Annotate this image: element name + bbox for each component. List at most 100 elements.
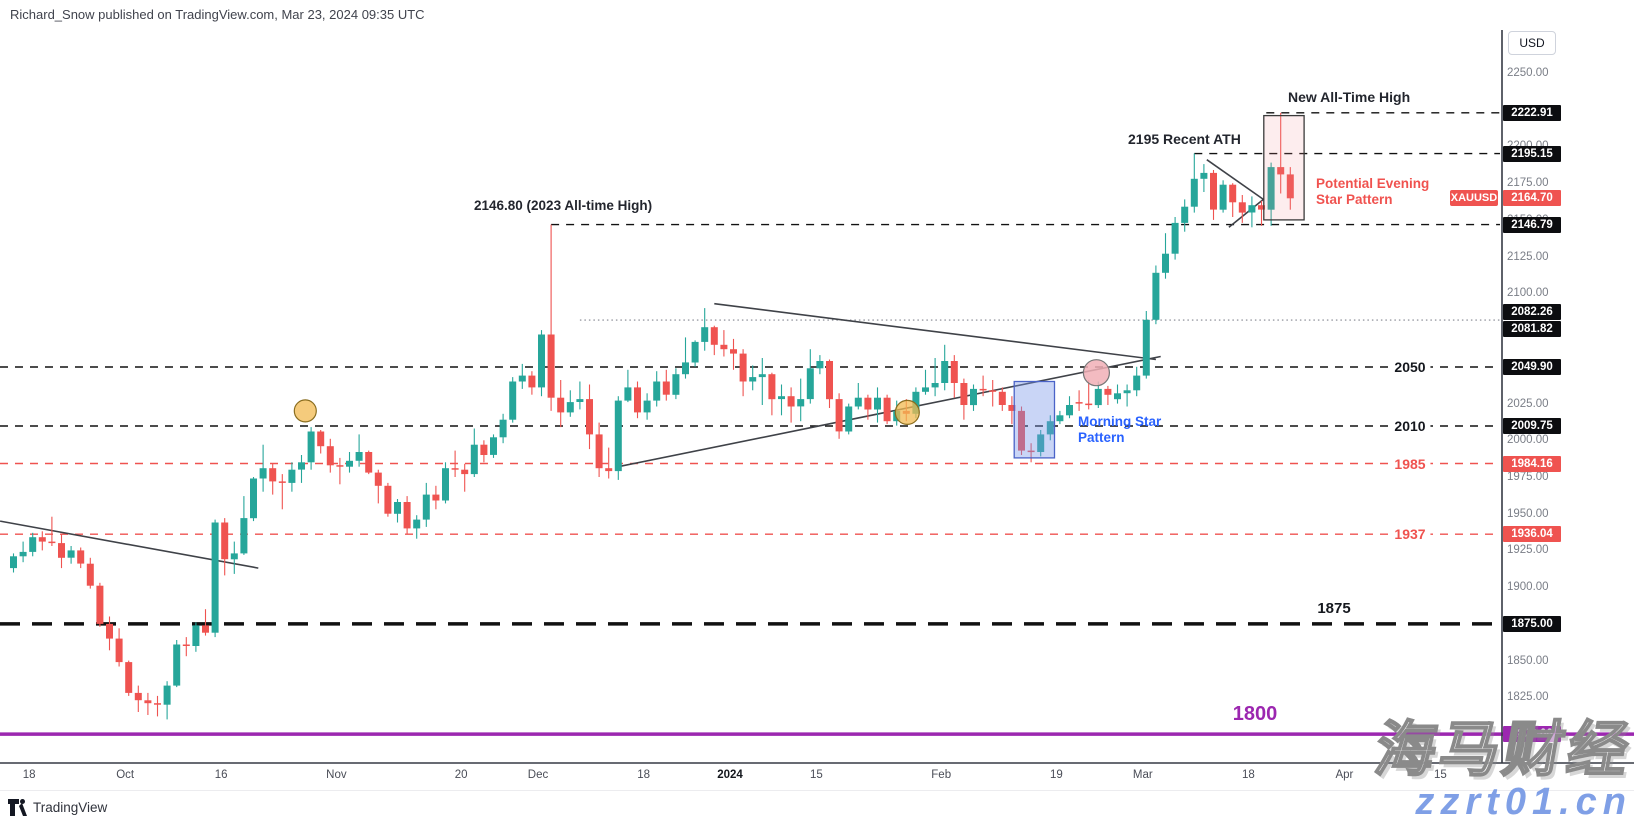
level-label-1937[interactable]: 1937 [1389, 525, 1431, 544]
september-downtrend-line[interactable] [0, 520, 259, 569]
candle [269, 463, 277, 495]
time-axis-tick: 15 [809, 769, 823, 781]
currency-button[interactable]: USD [1508, 31, 1556, 55]
level-label-2010[interactable]: 2010 [1389, 416, 1431, 435]
candle [211, 519, 219, 638]
candle [413, 515, 421, 539]
candle [1066, 396, 1073, 419]
candle [672, 368, 680, 400]
candle [864, 394, 872, 420]
support-touch-circle-2[interactable] [894, 399, 920, 425]
candle [739, 349, 747, 397]
candle [480, 440, 488, 463]
pennant-lower-line[interactable] [1228, 198, 1264, 228]
candle [288, 462, 296, 492]
time-axis-tick: Mar [1132, 769, 1153, 781]
candle [432, 485, 440, 510]
candle [595, 422, 603, 477]
candle [730, 338, 737, 370]
time-axis-tick: Apr [1335, 769, 1354, 781]
candle [566, 390, 574, 417]
price-axis-label: 2100.00 [1507, 287, 1549, 300]
candle [499, 413, 507, 444]
candle [10, 553, 17, 573]
candlestick-series [10, 112, 1294, 720]
candle [720, 330, 728, 357]
candle [461, 463, 469, 492]
candle [518, 363, 526, 389]
candle [960, 378, 968, 420]
pennant-upper-line[interactable] [1206, 159, 1264, 201]
candle [470, 428, 478, 477]
annotation-new-ath[interactable]: New All-Time High [1288, 89, 1411, 105]
candle [250, 477, 257, 522]
candle [1248, 196, 1256, 228]
candle [845, 403, 853, 435]
annotation-2023-ath[interactable]: 2146.80 (2023 All-time High) [474, 198, 653, 213]
time-axis-tick: 18 [1241, 769, 1255, 781]
time-axis-tick: 18 [22, 769, 36, 781]
time-axis-tick: 15 [1433, 769, 1447, 781]
candle [826, 359, 833, 408]
candle [989, 380, 997, 407]
price-axis-label: 1875.00 [1503, 615, 1561, 632]
time-axis-tick: Oct [116, 769, 135, 781]
price-axis-label: 2009.75 [1503, 417, 1561, 434]
candle [1152, 265, 1160, 325]
price-axis-label: 1850.00 [1507, 654, 1549, 667]
candle [662, 369, 670, 401]
price-axis-label: 1825.00 [1507, 691, 1549, 704]
candle [1075, 390, 1083, 411]
candle [221, 518, 229, 576]
tradingview-logo-icon [8, 799, 27, 816]
candle [307, 427, 315, 470]
candle [77, 547, 85, 569]
candle [384, 482, 392, 517]
evening-star-box[interactable] [1263, 114, 1305, 221]
candle [19, 541, 27, 563]
price-axis-label: 2125.00 [1507, 250, 1549, 263]
symbol-badge: XAUUSD [1450, 190, 1498, 206]
support-touch-circle-1[interactable] [293, 399, 317, 423]
tradingview-logo[interactable]: TradingView [8, 799, 107, 816]
triangle-upper-line[interactable] [714, 302, 1157, 361]
annotation-recent-ath[interactable]: 2195 Recent ATH [1128, 131, 1241, 147]
level-label-2050[interactable]: 2050 [1389, 357, 1431, 376]
candle [115, 628, 123, 667]
candle [144, 692, 152, 715]
price-axis-label: 2049.90 [1503, 358, 1561, 375]
candle [624, 369, 632, 403]
candle [922, 369, 929, 395]
candle [1258, 200, 1265, 226]
annotation-evening-star[interactable]: Potential Evening Star Pattern [1316, 176, 1430, 207]
annotation-morning-star[interactable]: Morning Star Pattern [1078, 414, 1162, 445]
candle [874, 387, 881, 423]
level-label-1800[interactable]: 1800 [1232, 703, 1278, 726]
candle [240, 496, 248, 555]
candle [701, 308, 709, 351]
candle [86, 557, 94, 589]
candle [1267, 162, 1275, 226]
candle [1123, 384, 1131, 407]
candle [374, 469, 382, 504]
price-axis-label: 1800.00 [1503, 726, 1561, 743]
candle [643, 393, 651, 420]
candle [67, 546, 75, 564]
price-axis-label: 2082.26 [1503, 304, 1561, 320]
level-label-1985[interactable]: 1985 [1389, 454, 1431, 473]
candle [1133, 366, 1141, 397]
trendline-cross-circle[interactable] [1082, 359, 1111, 387]
morning-star-box[interactable] [1013, 380, 1056, 459]
candle [38, 531, 46, 551]
candle [29, 532, 37, 557]
candle [326, 438, 334, 473]
publish-title: Richard_Snow published on TradingView.co… [10, 7, 425, 22]
candle [547, 224, 555, 411]
candle [614, 396, 622, 480]
candle [278, 474, 286, 510]
level-label-1875[interactable]: 1875 [1317, 599, 1351, 617]
candle [970, 384, 977, 411]
candle [509, 377, 517, 423]
price-axis-label: 2164.70 [1503, 190, 1561, 207]
